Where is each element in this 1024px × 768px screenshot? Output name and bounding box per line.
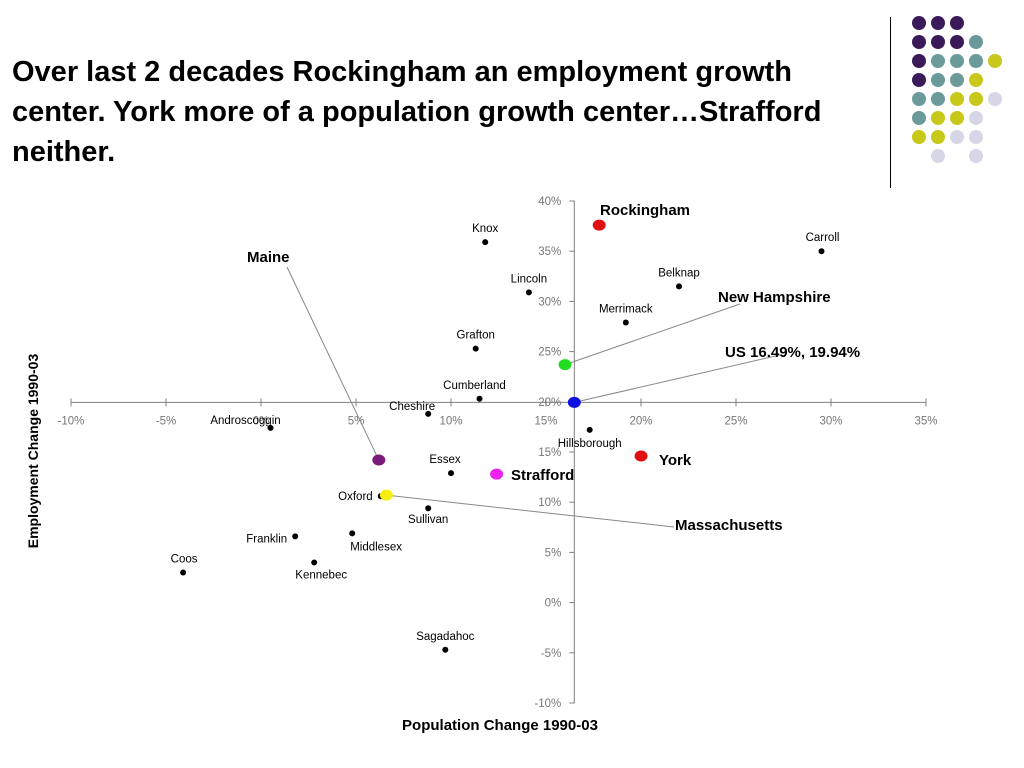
callout-leader-line: [564, 303, 741, 366]
data-point: [525, 289, 532, 296]
data-point: [349, 530, 356, 537]
data-point: [476, 395, 483, 402]
y-axis-label: Employment Change 1990-03: [25, 353, 41, 549]
point-label: Franklin: [246, 533, 287, 545]
data-point: [586, 426, 593, 433]
y-tick-label: 40%: [538, 196, 561, 208]
title-divider-line: [890, 17, 891, 188]
highlight-label: US 16.49%, 19.94%: [725, 344, 860, 361]
x-tick-label: -10%: [58, 415, 85, 427]
y-tick-label: 10%: [538, 497, 561, 509]
point-label: Cumberland: [443, 380, 506, 392]
callout-leader-line: [574, 354, 781, 403]
data-point: [425, 410, 432, 417]
y-tick-label: 25%: [538, 347, 561, 359]
point-label: Merrimack: [599, 303, 653, 315]
y-tick-label: 0%: [545, 598, 562, 610]
data-point: [311, 559, 318, 566]
point-label: Middlesex: [350, 541, 402, 553]
highlight-label: Maine: [247, 249, 290, 266]
highlight-label: New Hampshire: [718, 289, 831, 306]
callout-leader-line: [286, 266, 380, 461]
x-tick-label: 20%: [629, 415, 652, 427]
y-tick-label: 15%: [538, 447, 561, 459]
highlight-point: [567, 396, 581, 408]
point-label: Sagadahoc: [416, 631, 474, 643]
data-point: [818, 248, 825, 255]
x-tick-label: 10%: [439, 415, 462, 427]
y-tick-label: 35%: [538, 246, 561, 258]
highlight-label: Massachusetts: [675, 517, 783, 534]
point-label: Essex: [429, 454, 461, 466]
highlight-point: [379, 489, 393, 501]
data-point: [180, 569, 187, 576]
x-tick-label: 0%: [253, 415, 270, 427]
x-axis-label: Population Change 1990-03: [402, 717, 598, 734]
highlight-point: [592, 219, 606, 231]
point-label: Androscoggin: [210, 415, 280, 427]
point-label: Kennebec: [295, 569, 347, 581]
data-point: [425, 505, 432, 512]
point-label: Cheshire: [389, 401, 435, 413]
x-tick-label: 15%: [534, 415, 557, 427]
y-tick-label: 20%: [538, 397, 561, 409]
data-point: [676, 283, 682, 290]
data-point: [292, 533, 299, 540]
slide-title: Over last 2 decades Rockingham an employ…: [12, 56, 822, 168]
point-label: Lincoln: [511, 273, 547, 285]
point-label: Carroll: [806, 232, 840, 244]
y-tick-label: 5%: [545, 547, 562, 559]
point-label: Oxford: [338, 491, 373, 503]
highlight-label: York: [659, 452, 692, 469]
point-label: Coos: [171, 553, 198, 565]
y-tick-label: -5%: [541, 648, 561, 660]
point-label: Belknap: [658, 267, 700, 279]
point-label: Hillsborough: [558, 438, 622, 450]
data-point: [267, 424, 274, 431]
data-point: [482, 239, 489, 246]
x-tick-label: 35%: [914, 415, 937, 427]
data-point: [442, 646, 449, 653]
highlight-point: [634, 450, 648, 462]
data-point: [472, 345, 479, 352]
x-tick-label: -5%: [156, 415, 176, 427]
highlight-label: Rockingham: [600, 202, 690, 219]
data-point: [622, 319, 629, 326]
callout-leader-line: [386, 494, 675, 528]
y-tick-label: -10%: [534, 698, 561, 710]
data-point: [448, 470, 454, 477]
y-tick-label: 30%: [538, 296, 561, 308]
highlight-point: [490, 468, 504, 480]
x-tick-label: 30%: [819, 415, 842, 427]
x-tick-label: 25%: [724, 415, 747, 427]
point-label: Sullivan: [408, 514, 448, 526]
highlight-point: [372, 454, 386, 466]
highlight-label: Strafford: [511, 467, 574, 484]
point-label: Grafton: [457, 330, 495, 342]
highlight-point: [558, 359, 572, 371]
point-label: Knox: [472, 223, 498, 235]
x-tick-label: 5%: [348, 415, 365, 427]
